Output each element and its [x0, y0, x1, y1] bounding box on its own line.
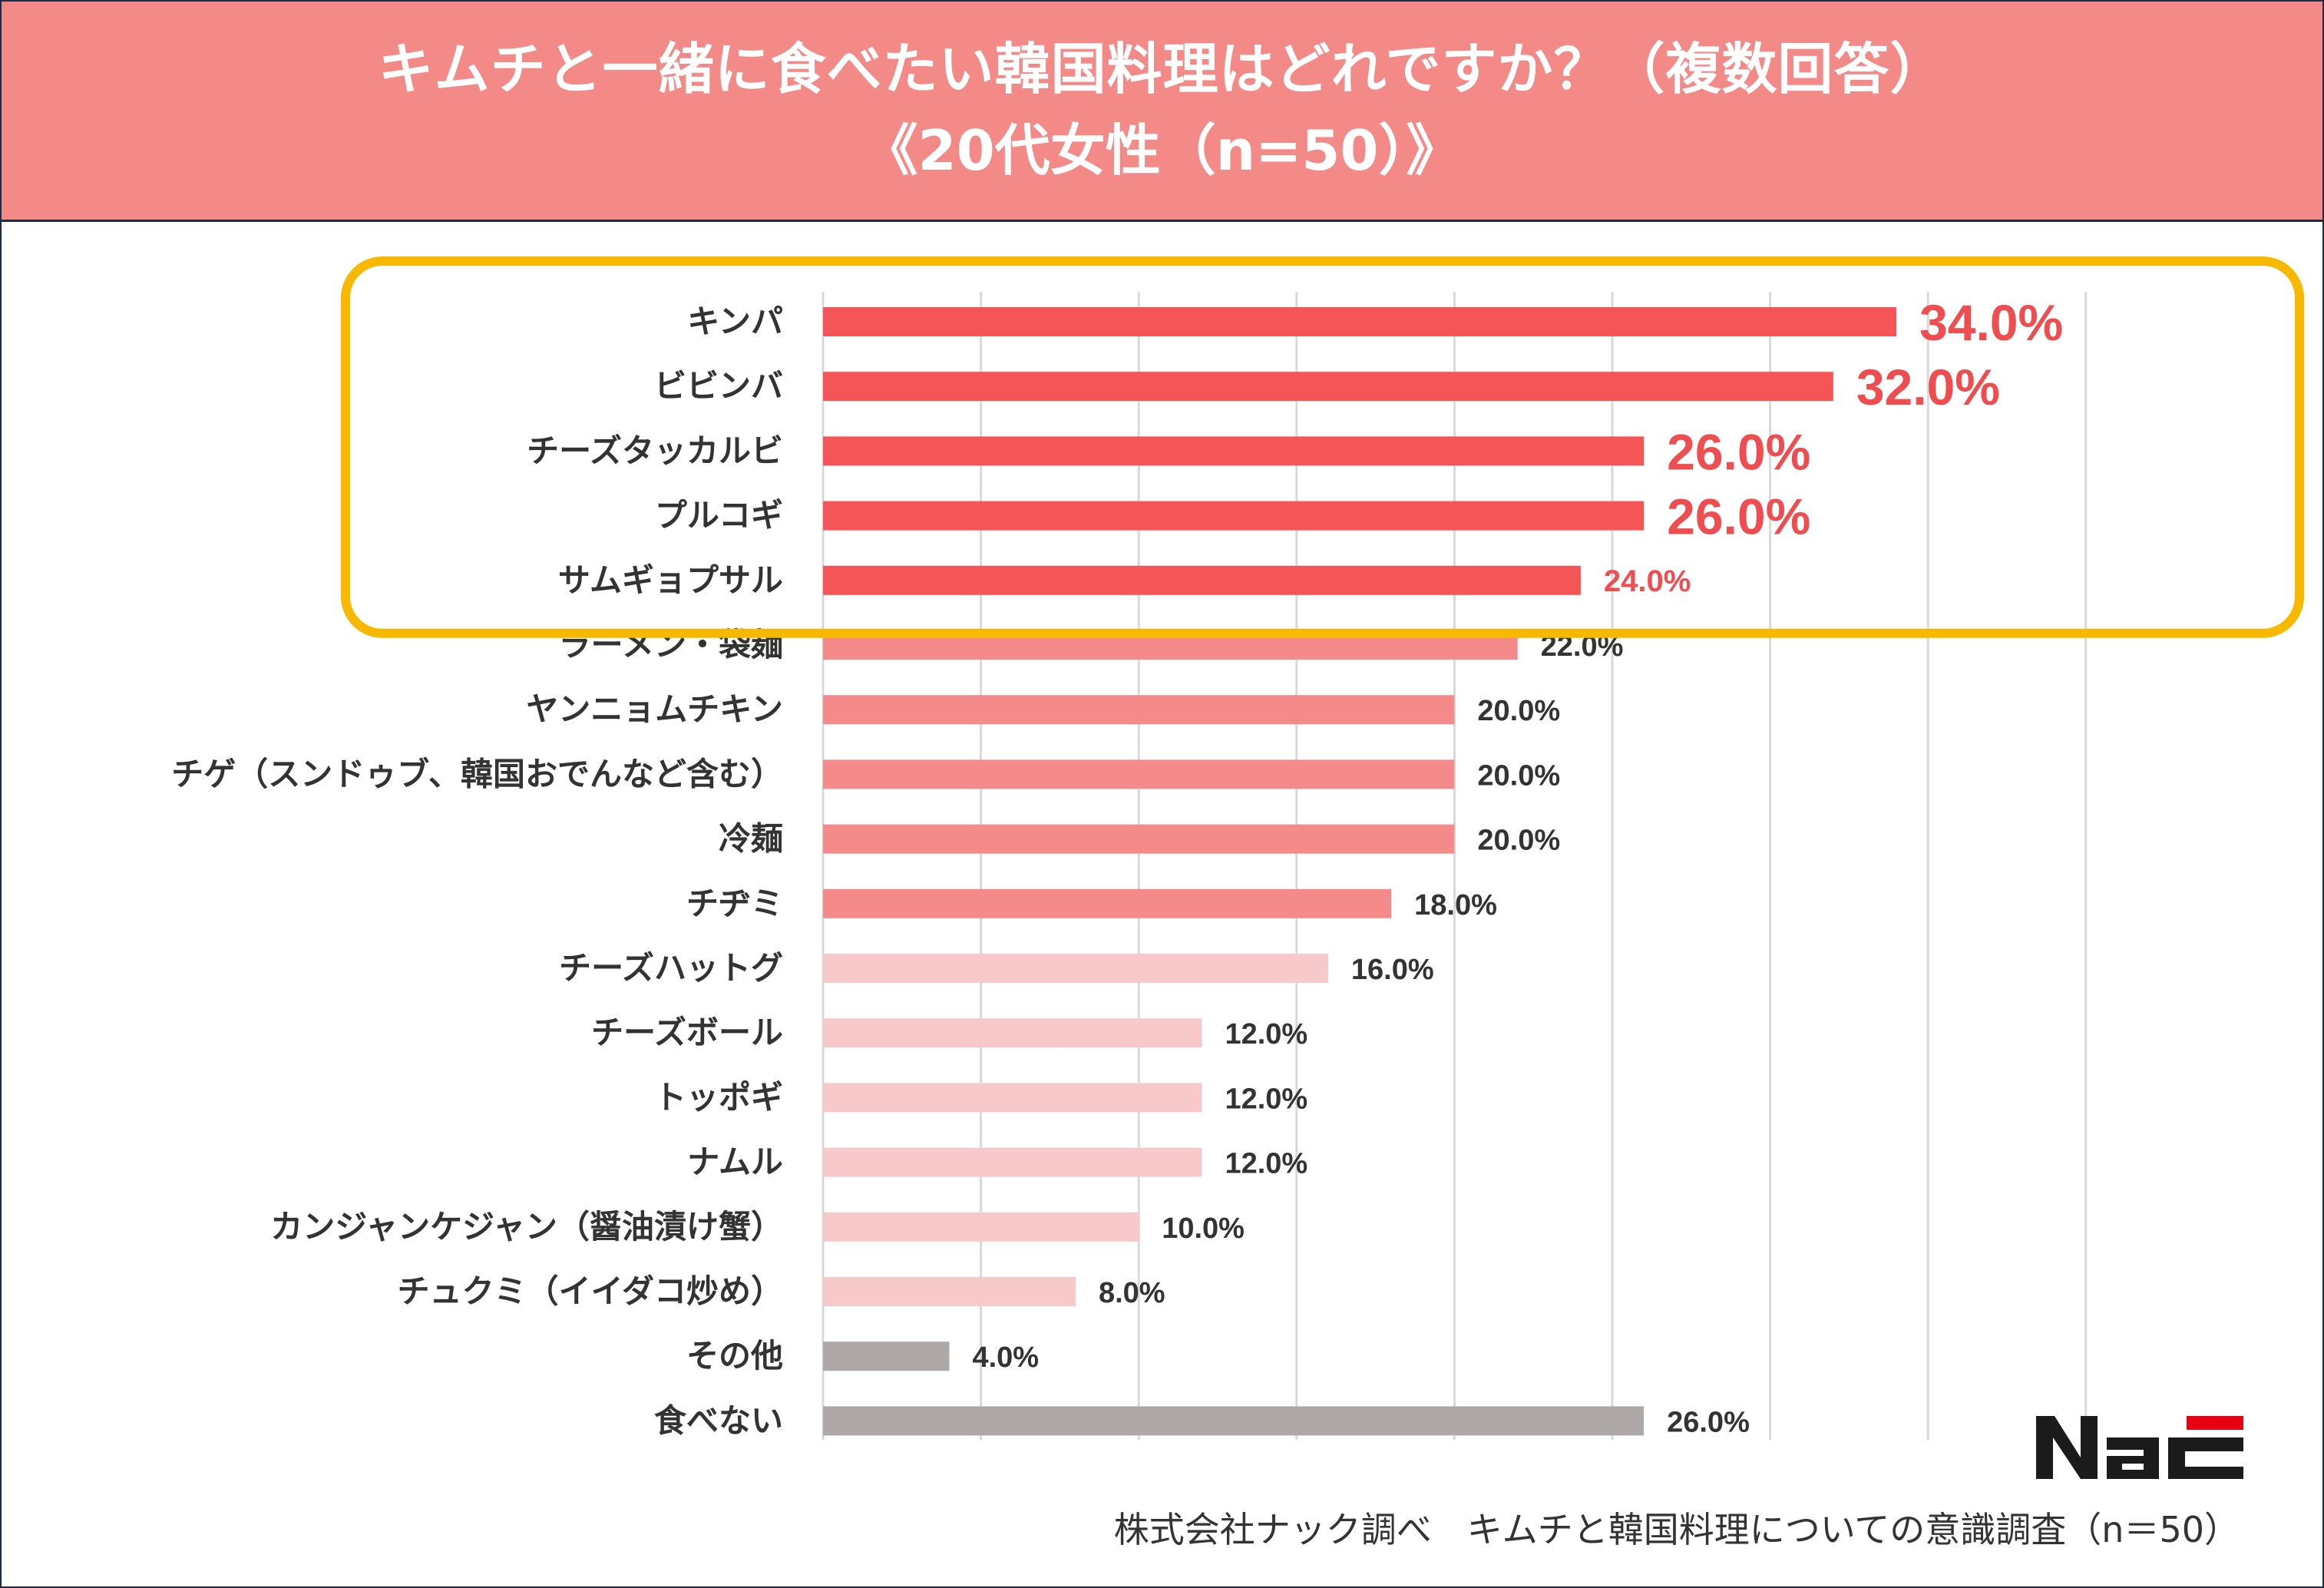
bar — [823, 759, 1455, 789]
value-label: 34.0% — [1919, 294, 2063, 351]
category-label: サムギョプサル — [558, 561, 783, 599]
category-label: ビビンバ — [654, 367, 783, 405]
value-label: 12.0% — [1225, 1148, 1307, 1180]
value-label: 32.0% — [1856, 359, 2000, 415]
bar — [823, 436, 1645, 466]
category-label: ナムル — [687, 1143, 783, 1181]
bar — [823, 565, 1581, 595]
bar — [823, 1277, 1076, 1306]
value-label: 20.0% — [1477, 759, 1560, 792]
value-label: 20.0% — [1477, 695, 1560, 727]
value-label: 12.0% — [1225, 1083, 1307, 1115]
chart-title: キムチと一緒に食べたい韓国料理はどれですか？（複数回答） — [378, 37, 1946, 101]
title-banner: キムチと一緒に食べたい韓国料理はどれですか？（複数回答） 《20代女性（n=50… — [2, 2, 2322, 222]
value-label: 26.0% — [1667, 1406, 1750, 1438]
bar — [823, 888, 1392, 918]
value-label: 18.0% — [1414, 889, 1497, 921]
source-note: 株式会社ナック調べ キムチと韓国料理についての意識調査（n＝50） — [1113, 1509, 2240, 1550]
bar — [823, 1147, 1202, 1177]
bar — [823, 954, 1328, 983]
category-label: チュクミ（イイダコ炒め） — [398, 1272, 783, 1310]
value-label: 4.0% — [972, 1342, 1039, 1374]
bar — [823, 1018, 1202, 1048]
value-label: 20.0% — [1477, 825, 1560, 857]
category-label: チーズボール — [591, 1014, 783, 1051]
value-label: 26.0% — [1667, 423, 1810, 480]
category-label: カンジャンケジャン（醤油漬け蟹） — [270, 1208, 783, 1246]
chart-subtitle: 《20代女性（n=50）》 — [862, 118, 1462, 183]
value-label: 10.0% — [1162, 1213, 1245, 1245]
bar — [823, 1083, 1202, 1113]
value-label: 26.0% — [1667, 488, 1810, 545]
bar — [823, 1212, 1139, 1242]
category-label: 冷麺 — [719, 820, 783, 858]
value-label: 24.0% — [1604, 564, 1691, 598]
value-label: 16.0% — [1351, 954, 1434, 986]
bar — [823, 824, 1455, 854]
category-label: チゲ（スンドゥブ、韓国おでんなど含む） — [171, 755, 783, 792]
category-label: チーズタッカルビ — [527, 432, 783, 469]
top5-highlight-frame — [341, 256, 2304, 638]
bar — [823, 501, 1645, 531]
category-label: ヤンニョムチキン — [526, 690, 783, 728]
bar — [823, 1406, 1645, 1436]
category-label: その他 — [686, 1337, 783, 1375]
value-label: 8.0% — [1099, 1277, 1165, 1309]
bar — [823, 307, 1897, 336]
category-label: キンパ — [687, 303, 783, 340]
category-label: 食べない — [654, 1401, 783, 1439]
value-label: 12.0% — [1225, 1018, 1307, 1050]
bar — [823, 372, 1833, 402]
bar — [823, 695, 1455, 725]
category-label: トッポギ — [654, 1078, 783, 1116]
category-label: チーズハットグ — [559, 949, 783, 987]
nac-logo — [2036, 1416, 2243, 1479]
category-label: チヂミ — [686, 885, 783, 922]
bar — [823, 1342, 950, 1371]
category-label: プルコギ — [655, 497, 783, 534]
